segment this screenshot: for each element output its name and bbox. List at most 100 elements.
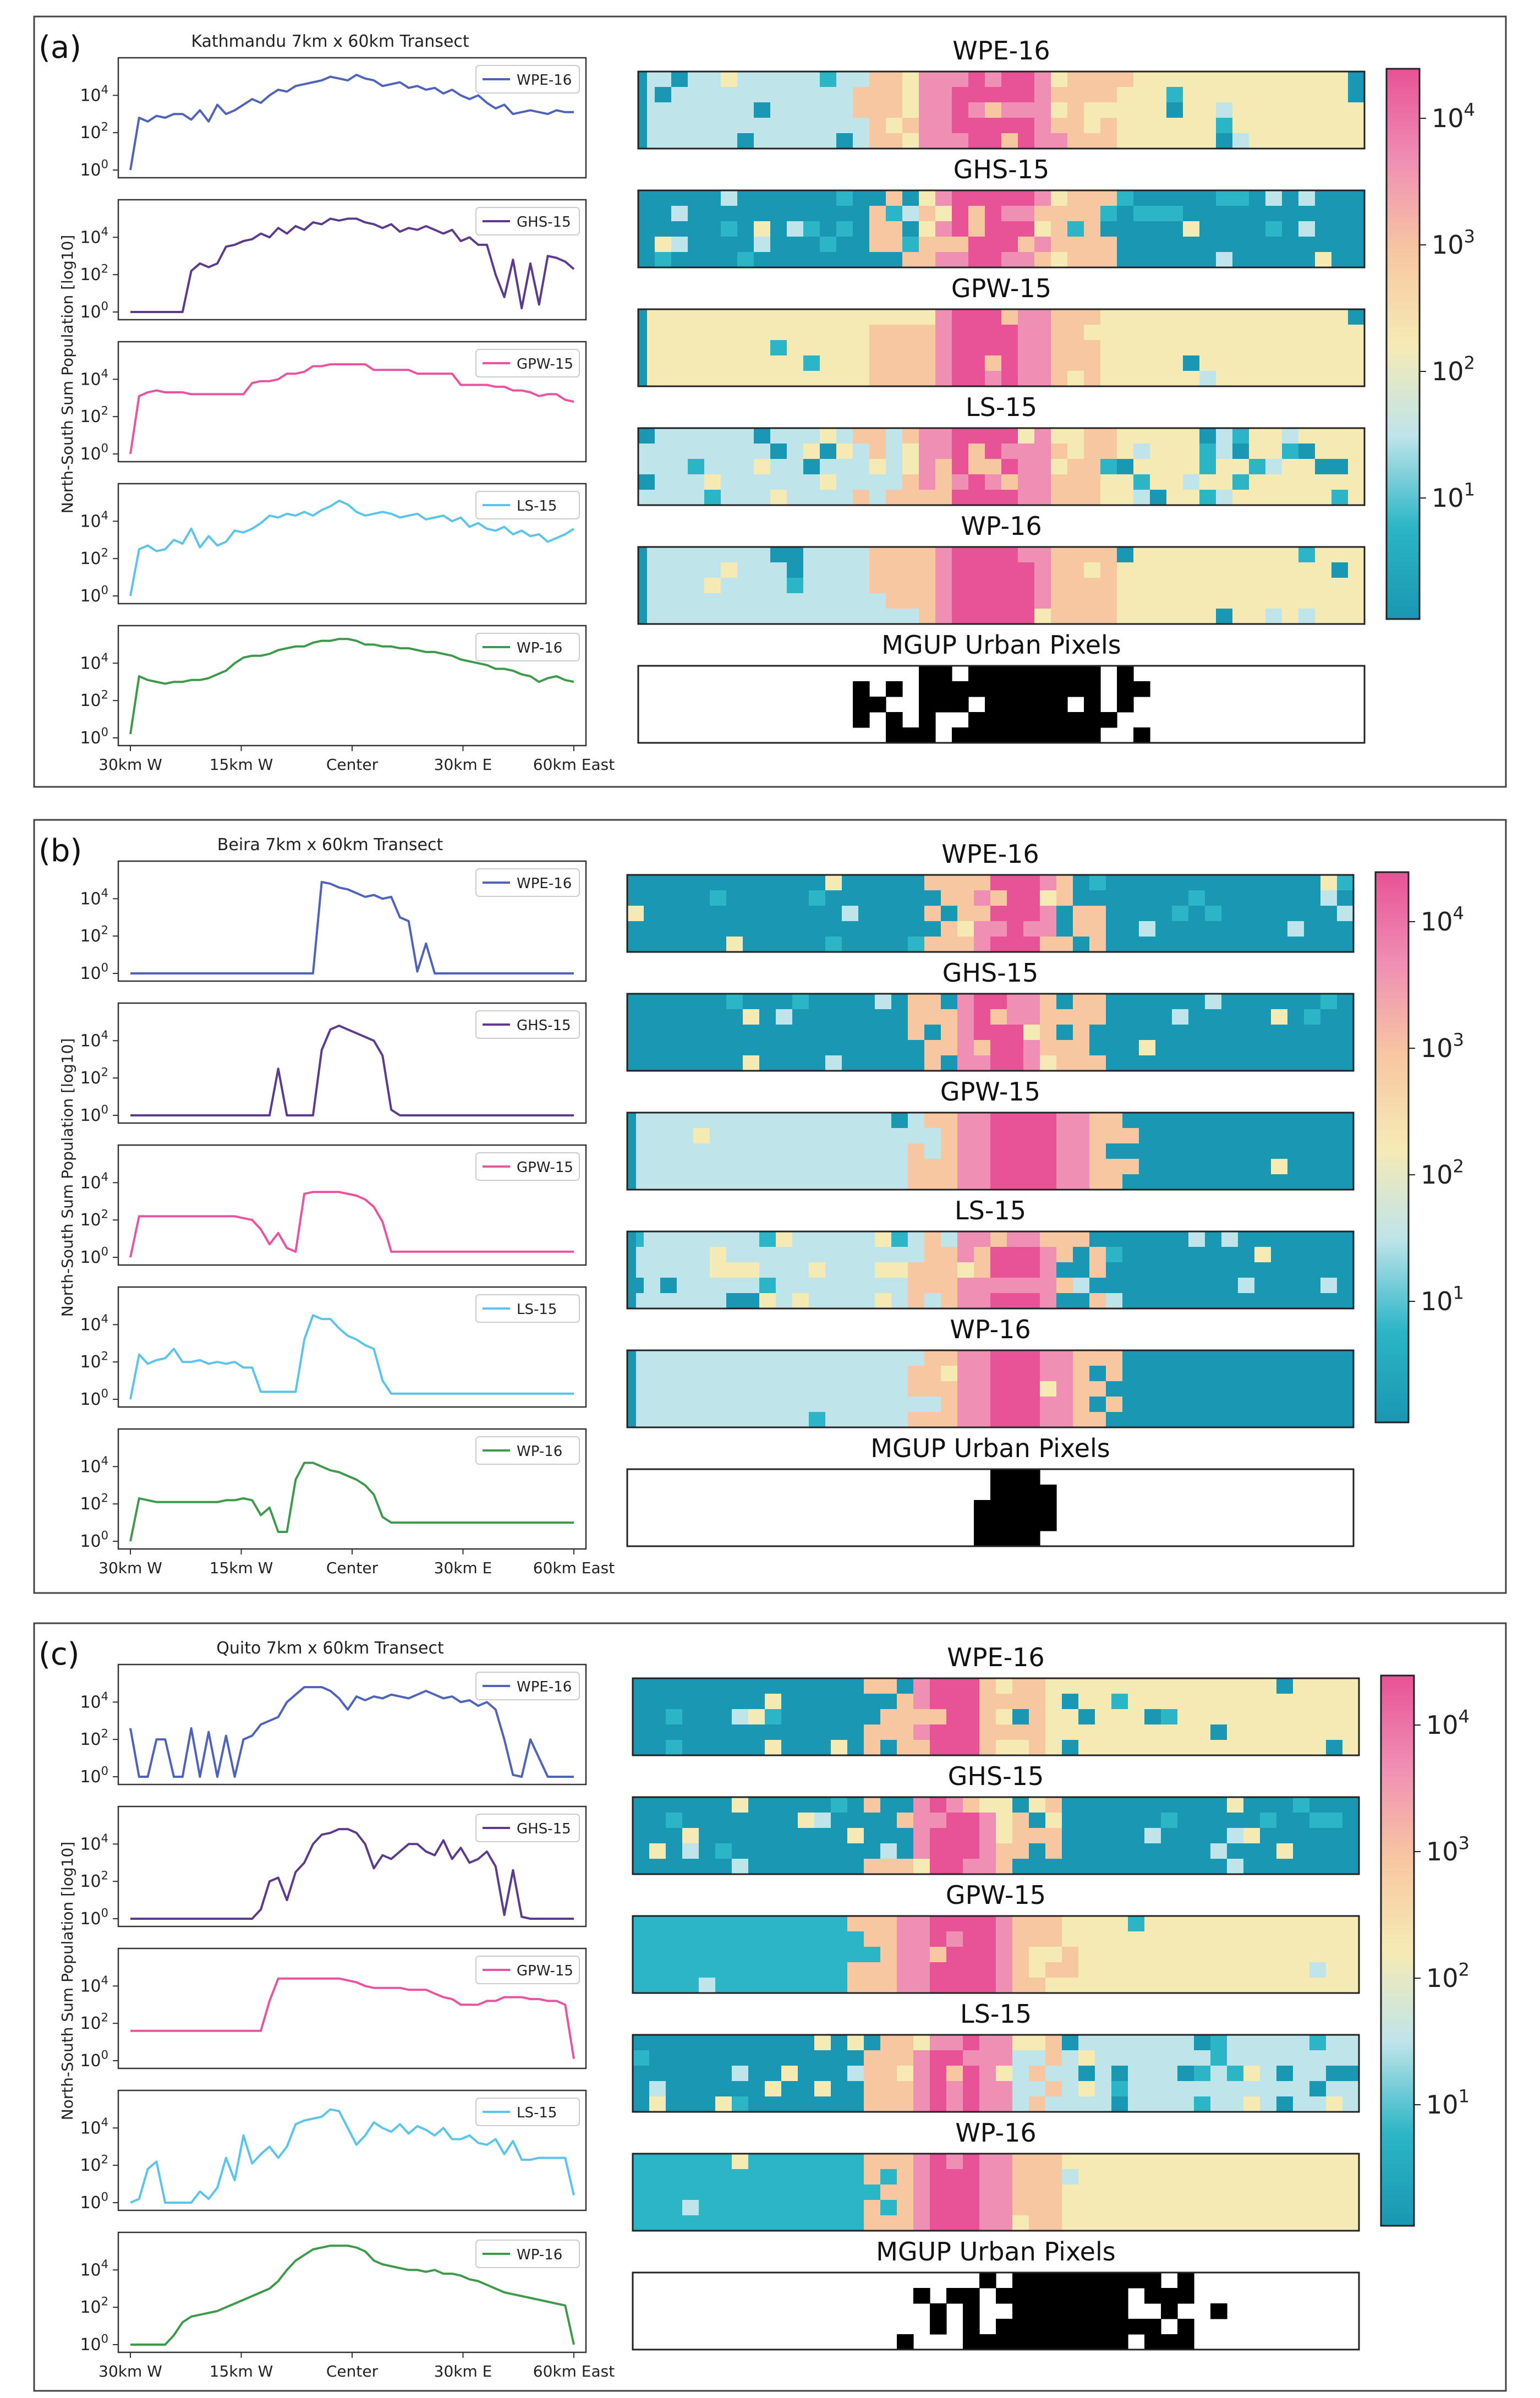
heatmap-cell [1139,1055,1156,1071]
heatmap-cell [787,221,804,237]
heatmap-cell [891,1143,908,1159]
heatmap-cell [1012,2081,1029,2097]
heatmap-cell [985,102,1002,118]
heatmap-cell [721,340,738,356]
heatmap-cell [1271,1366,1288,1382]
legend-box [475,1672,580,1700]
heatmap-cell [814,1916,831,1932]
heatmap-cell [1089,1381,1106,1397]
heatmap-cell [875,1143,892,1159]
heatmap-cell [1084,340,1101,356]
heatmap-cell [1249,593,1266,609]
heatmap-cell [935,609,952,625]
y-tick-label: 102 [80,404,108,427]
heatmap-cell [864,1859,881,1875]
heatmap-cell [935,87,952,103]
heatmap-cell [1249,190,1266,206]
heatmap-cell [1276,1797,1294,1813]
urban-pixel [1133,727,1150,743]
heatmap-cell [737,562,754,578]
heatmap-cell [1320,1113,1338,1129]
urban-pixel [1161,2288,1178,2304]
heatmap-cell [1249,547,1266,563]
heatmap-cell [1260,1813,1277,1828]
heatmap-cell [1084,547,1101,563]
heatmap-cell [908,1113,925,1129]
heatmap-cell [891,1159,908,1175]
heatmap-cell [1188,1128,1205,1144]
heatmap-cell [1276,1740,1294,1756]
heatmap-cell [660,1397,677,1412]
heatmap-cell [908,1397,925,1412]
heatmap-cell [748,2066,765,2082]
heatmap-cell [732,1828,749,1844]
heatmap-cell [781,2154,798,2170]
heatmap-cell [1067,133,1084,149]
heatmap-cell [1287,1055,1305,1071]
heatmap-cell [704,309,721,325]
heatmap-cell [770,609,787,625]
heatmap-cell [1040,1247,1057,1263]
heatmap-cell [726,1412,743,1428]
heatmap-cell [1342,1859,1360,1875]
heatmap-cell [1034,221,1051,237]
heatmap-cell [1001,459,1018,475]
urban-pixel [1045,2273,1062,2288]
heatmap-cell [1007,1262,1024,1278]
heatmap-cell [968,252,985,268]
heatmap-cell [930,2154,947,2170]
heatmap-cell [1287,1143,1305,1159]
urban-pixel [1034,681,1051,697]
heatmap-cell [1304,1174,1321,1190]
heatmap-cell [792,1174,809,1190]
heatmap-cell [1095,1962,1112,1978]
heatmap-cell [1216,459,1233,475]
heatmap-frame [626,1349,1355,1428]
heatmap-cell [1045,1931,1062,1947]
y-tick-label: 102 [80,546,108,569]
heatmap-cell [1078,1797,1095,1813]
heatmap-cell [1023,921,1040,937]
heatmap-cell [1045,1843,1062,1859]
heatmap-cell [660,1366,677,1382]
heatmap-cell [732,1978,749,1994]
heatmap-cell [1287,1040,1305,1056]
heatmap-cell [754,371,771,387]
heatmap-cell [1276,1828,1294,1844]
heatmap-cell [770,325,787,341]
heatmap-cell [704,371,721,387]
heatmap-cell [1045,1724,1062,1740]
heatmap-cell [1012,1916,1029,1932]
heatmap-cell [688,133,705,149]
heatmap-cell [803,547,820,563]
heatmap-cell [990,1040,1007,1056]
heatmap-cell [985,325,1002,341]
heatmap-cell [633,1709,650,1725]
heatmap-cell [1139,1159,1156,1175]
heatmap-cell [792,890,809,906]
heatmap-cell [1095,1694,1112,1710]
heatmap-cell [1007,906,1024,922]
heatmap-cell [1320,906,1338,922]
heatmap-cell [990,1025,1007,1041]
legend-label: WPE-16 [517,1679,572,1695]
heatmap-cell [1095,1813,1112,1828]
heatmap-cell [1260,1843,1277,1859]
heatmap-cell [1095,1709,1112,1725]
heatmap-cell [1342,1931,1360,1947]
heatmap-cell [743,890,760,906]
heatmap-cell [1232,371,1249,387]
heatmap-cell [1111,1797,1128,1813]
heatmap-cell [902,593,919,609]
heatmap-cell [1095,2200,1112,2216]
heatmap-cell [1342,1694,1360,1710]
heatmap-cell [660,1055,677,1071]
heatmap-cell [1254,1159,1272,1175]
heatmap-cell [974,1113,991,1129]
heatmap-cell [1326,1931,1343,1947]
heatmap-cell [649,2169,666,2185]
heatmap-cell [809,1350,826,1366]
heatmap-cell [1095,1724,1112,1740]
heatmap-cell [1117,474,1134,490]
heatmap-cell [1326,2215,1343,2231]
